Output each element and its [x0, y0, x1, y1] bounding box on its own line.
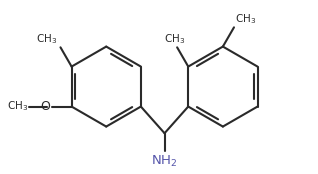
- Text: O: O: [41, 100, 51, 113]
- Text: CH$_3$: CH$_3$: [164, 32, 185, 46]
- Text: CH$_3$: CH$_3$: [235, 12, 256, 26]
- Text: NH$_2$: NH$_2$: [151, 154, 178, 169]
- Text: CH$_3$: CH$_3$: [36, 32, 57, 46]
- Text: CH$_3$: CH$_3$: [7, 100, 28, 113]
